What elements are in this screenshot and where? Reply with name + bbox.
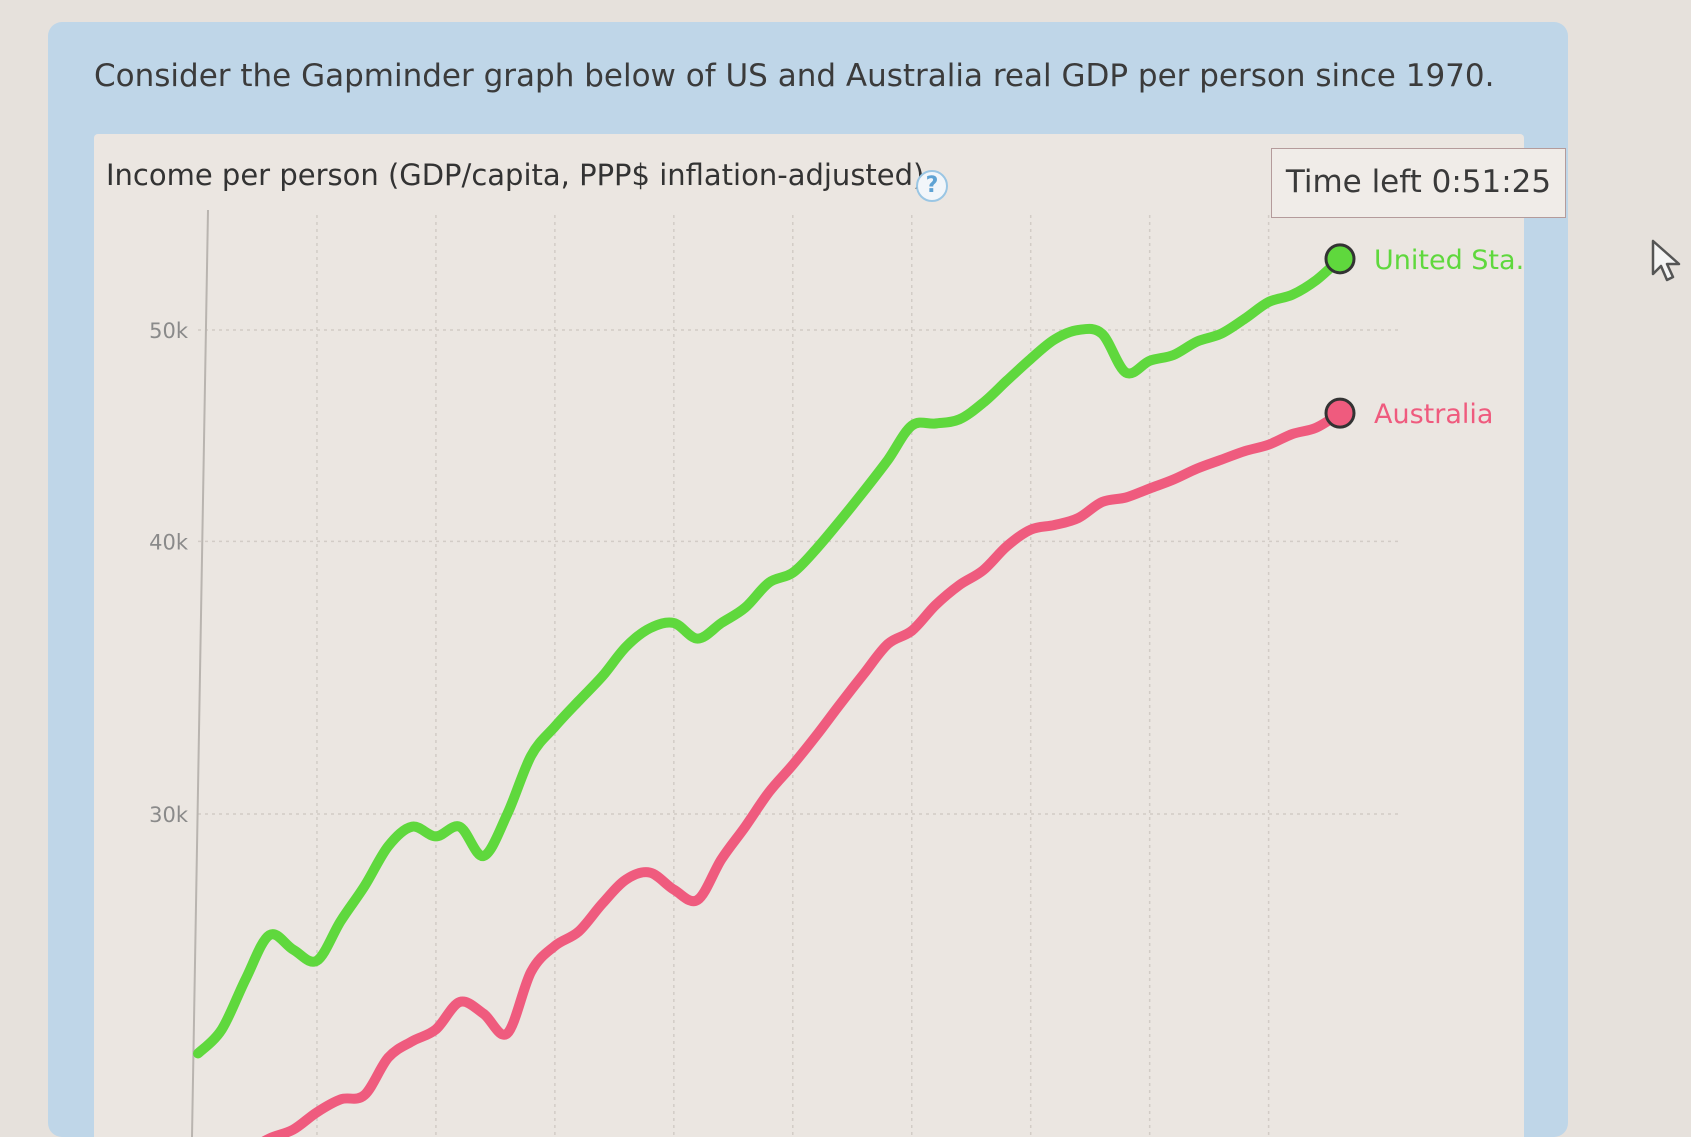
australia-series-line — [261, 408, 1345, 1137]
y-tick-label: 50k — [149, 319, 189, 343]
y-axis-line — [191, 209, 209, 1137]
united-states-series-line — [193, 253, 1345, 1059]
y-axis-title[interactable]: Income per person (GDP/capita, PPP$ infl… — [106, 158, 925, 192]
united-states-series-label: United Sta. — [1374, 245, 1524, 276]
australia-end-marker — [1324, 397, 1356, 429]
australia-series-label: Australia — [1374, 399, 1493, 430]
y-tick-label: 30k — [149, 803, 189, 827]
y-tick-label: 40k — [149, 530, 189, 554]
time-left-box: Time left 0:51:25 — [1271, 148, 1566, 218]
question-text: Consider the Gapminder graph below of US… — [94, 58, 1495, 94]
question-mark-icon[interactable]: ? — [916, 170, 948, 202]
united-states-end-marker — [1324, 243, 1356, 275]
mouse-pointer-icon — [1651, 239, 1681, 282]
